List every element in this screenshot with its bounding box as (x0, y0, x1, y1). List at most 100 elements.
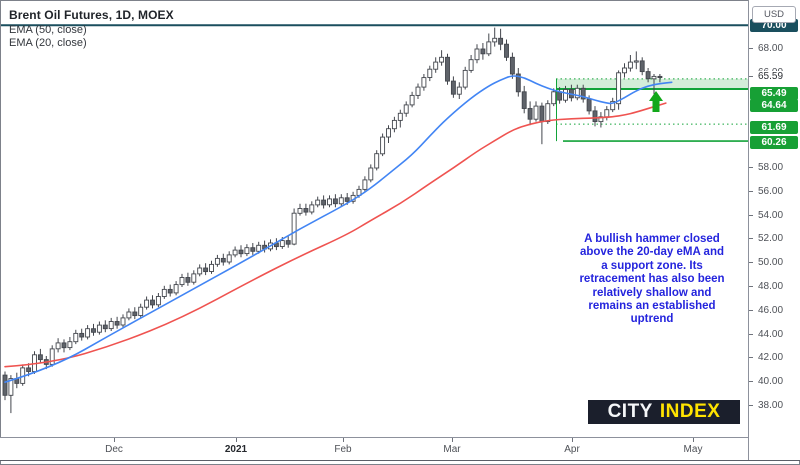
candle (8, 378, 14, 396)
candle (480, 48, 486, 55)
candle (368, 167, 374, 181)
ema20-line (4, 75, 673, 383)
time-tick-mark (236, 438, 237, 442)
candle (209, 263, 214, 272)
candle (67, 341, 73, 349)
chart-header: Brent Oil Futures, 1D, MOEX EMA (50, clo… (9, 7, 174, 50)
up-arrow-marker (649, 91, 663, 101)
candle (421, 77, 427, 88)
candle (592, 110, 598, 123)
candle (91, 328, 96, 333)
price-level-badge: 61.69 (750, 120, 798, 134)
candle (462, 69, 468, 88)
candle (150, 299, 155, 306)
candle (291, 212, 297, 245)
currency-toggle-button[interactable]: USD (752, 6, 796, 23)
candlestick-series (2, 27, 663, 414)
candle (645, 71, 651, 80)
candle (61, 342, 67, 349)
candle (321, 199, 327, 206)
time-tick-mark (572, 438, 573, 442)
candle (427, 68, 433, 78)
candle (468, 59, 474, 71)
price-axis[interactable]: 68.0066.0058.0056.0054.0052.0050.0048.00… (748, 0, 800, 460)
candle (486, 41, 492, 55)
candle (26, 367, 32, 372)
candle (55, 342, 61, 350)
candle (610, 100, 616, 111)
candle (327, 198, 332, 206)
candle (539, 105, 545, 123)
candle (332, 198, 338, 205)
candle (545, 103, 551, 123)
price-tick-label: 50.00 (749, 257, 800, 269)
candle (533, 105, 539, 120)
candle (191, 273, 197, 283)
candle (374, 153, 380, 169)
candle (37, 354, 43, 361)
symbol-title[interactable]: Brent Oil Futures, 1D, MOEX (9, 8, 174, 22)
candle (498, 37, 504, 45)
candle (102, 324, 108, 330)
price-tick-label: 42.00 (749, 352, 800, 364)
time-tick-mark (693, 438, 694, 442)
candle (557, 91, 563, 101)
candle (96, 324, 102, 333)
time-tick-mark (114, 438, 115, 442)
candle (657, 75, 663, 79)
candle (120, 317, 126, 326)
price-tick-label: 48.00 (749, 281, 800, 293)
candle (144, 299, 150, 308)
price-level-badge: 65.49 (750, 86, 798, 100)
candle (226, 254, 232, 263)
time-tick-mark (452, 438, 453, 442)
candle (521, 91, 527, 109)
price-tick-label: 44.00 (749, 329, 800, 341)
city-index-logo: CITY INDEX (588, 400, 740, 424)
candle (504, 43, 509, 58)
price-tick-label: 40.00 (749, 376, 800, 388)
up-arrow-stem (652, 100, 660, 112)
candle (380, 136, 386, 155)
candle (456, 86, 462, 95)
logo-word-index: INDEX (659, 401, 721, 422)
candle (450, 80, 456, 95)
candle (315, 199, 321, 206)
candle (445, 56, 450, 82)
candle (214, 257, 220, 265)
logo-word-city: CITY (607, 401, 653, 422)
indicator-legend-ema20[interactable]: EMA (20, close) (9, 37, 87, 49)
candle (509, 56, 515, 75)
candle (203, 267, 209, 273)
time-tick-label: Apr (564, 444, 580, 455)
candle (397, 112, 403, 121)
candle (604, 109, 610, 118)
candle (197, 267, 203, 275)
candle (114, 321, 120, 326)
time-axis[interactable]: Dec 2021 Feb Mar Apr May (0, 437, 800, 461)
candle (49, 348, 55, 365)
candle (250, 247, 256, 252)
candle (126, 311, 132, 319)
candle (551, 91, 557, 105)
candle (474, 48, 480, 61)
candle (161, 288, 167, 297)
candle (309, 204, 315, 213)
candle (297, 208, 303, 214)
current-price-label: 65.59 (749, 71, 800, 83)
candle (563, 89, 568, 101)
candle (586, 98, 592, 112)
price-tick-label: 56.00 (749, 186, 800, 198)
candle (108, 321, 114, 330)
candle (386, 128, 391, 138)
candle (138, 306, 144, 316)
candle (167, 288, 173, 294)
candle (303, 208, 309, 213)
candle (515, 73, 521, 93)
indicator-legend-ema50[interactable]: EMA (50, close) (9, 24, 87, 36)
candle (403, 104, 409, 114)
candle (155, 296, 161, 306)
candle (415, 86, 421, 96)
